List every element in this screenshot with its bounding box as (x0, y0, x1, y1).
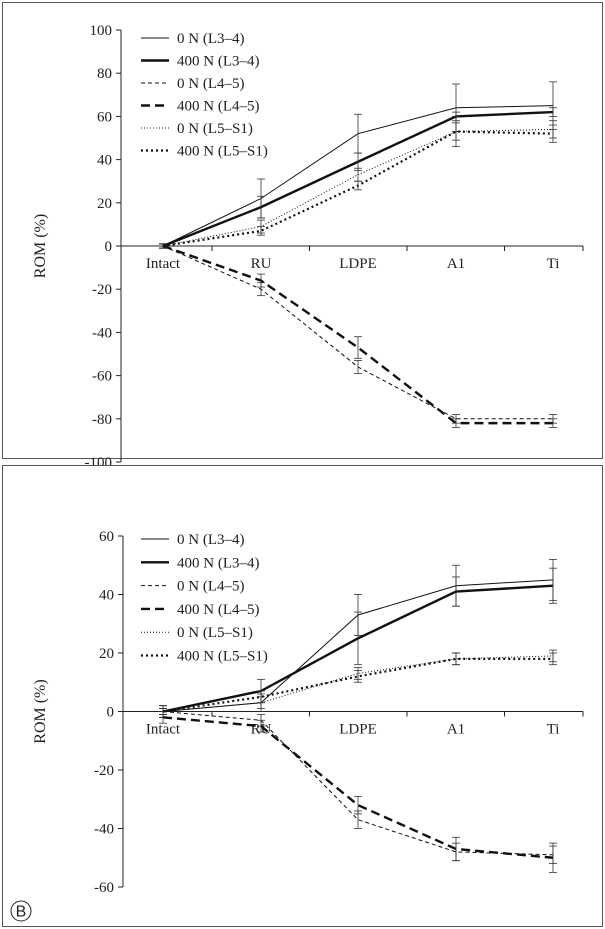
legend-label: 400 N (L3–4) (177, 54, 260, 70)
x-tick-label: Intact (146, 722, 181, 738)
x-tick-label: RU (251, 256, 272, 272)
y-tick-label: 20 (99, 646, 114, 662)
y-tick-label: -40 (94, 822, 114, 838)
chart-panel-a: 100 80 60 40 20 0 -20 -40 -60 -80 -100 Intact RU LDPE… (2, 2, 603, 491)
y-tick-label: 60 (99, 529, 114, 545)
legend-label: 400 N (L4–5) (177, 99, 260, 115)
series-line (162, 716, 554, 859)
y-axis-title: ROM (%) (32, 214, 49, 278)
series-line (162, 128, 554, 247)
series-line (162, 244, 553, 425)
y-axis-title: ROM (%) (32, 679, 49, 743)
y-tick-label: 40 (97, 153, 112, 169)
x-tick-label: Ti (547, 256, 560, 272)
y-tick-label: -20 (92, 282, 112, 298)
legend-label: 400 N (L3–4) (177, 555, 260, 571)
x-tick-label: Intact (146, 256, 181, 272)
series-line (162, 711, 554, 856)
x-tick-label: LDPE (339, 722, 377, 738)
y-tick-label: -60 (92, 369, 112, 385)
legend-label: 0 N (L3–4) (177, 532, 245, 548)
x-tick-label: A1 (447, 256, 465, 272)
y-tick-label: -60 (94, 880, 114, 896)
y-tick-label: 0 (107, 705, 115, 721)
y-tick-label: 60 (97, 109, 112, 125)
series-line (162, 657, 553, 713)
legend-label: 400 N (L4–5) (177, 602, 260, 618)
panel-letter: B (16, 904, 27, 921)
legend-label: 400 N (L5–S1) (177, 649, 268, 665)
y-tick-label: 20 (97, 196, 112, 212)
x-tick-label: Ti (547, 722, 560, 738)
y-tick-label: 80 (97, 66, 112, 82)
panel-letter-circle (10, 900, 32, 922)
legend-label: 400 N (L5–S1) (177, 144, 268, 160)
legend-label: 0 N (L3–4) (177, 31, 245, 47)
legend-label: 0 N (L4–5) (177, 76, 245, 92)
x-tick-label: A1 (447, 722, 465, 738)
y-tick-label: -20 (94, 763, 114, 779)
y-tick-label: 100 (90, 23, 113, 39)
chart-panel-b: 60 40 20 0 -20 -40 -60 Intact RU LDPE A1 Ti ROM (%) 0… (2, 465, 603, 927)
y-tick-label: -40 (92, 325, 112, 341)
legend-label: 0 N (L5–S1) (177, 625, 253, 641)
y-tick-label: 0 (105, 239, 113, 255)
legend-label: 0 N (L5–S1) (177, 121, 253, 137)
y-tick-label: -80 (92, 412, 112, 428)
y-tick-label: 40 (99, 588, 114, 604)
legend-label: 0 N (L4–5) (177, 579, 245, 595)
x-tick-label: LDPE (339, 256, 377, 272)
